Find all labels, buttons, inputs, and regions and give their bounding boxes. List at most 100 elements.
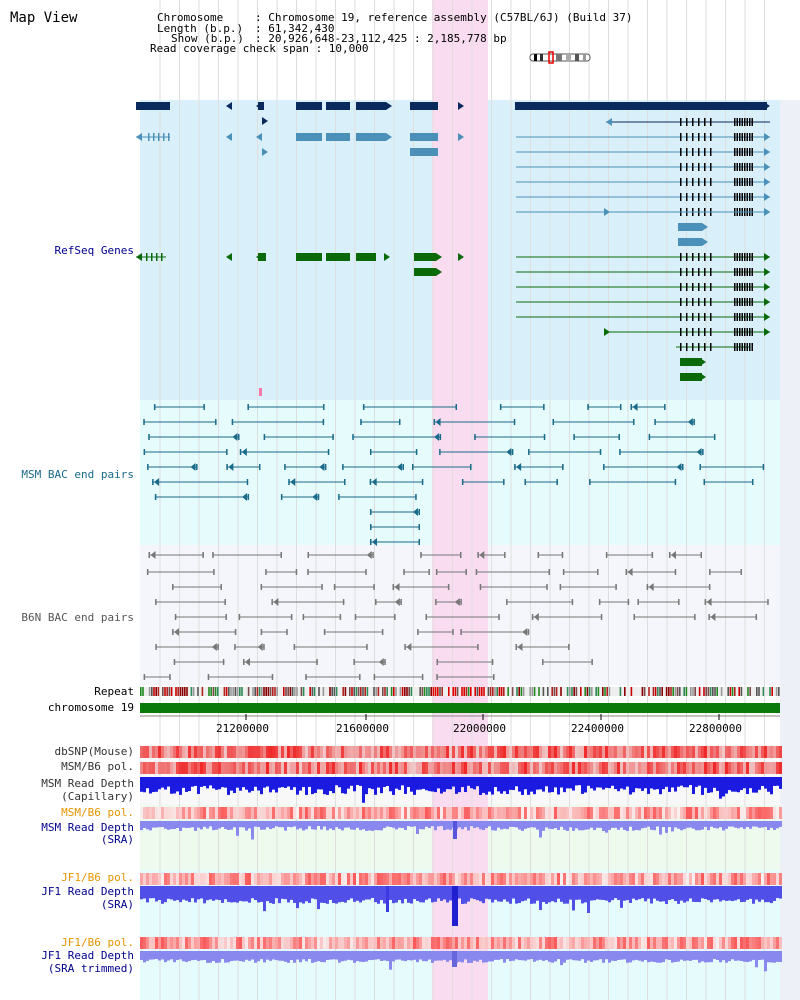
heat-cell	[299, 807, 302, 819]
track-label-msm-depth-sra[interactable]: MSM Read Depth	[41, 821, 134, 834]
heat-cell	[560, 807, 563, 819]
bac-end	[587, 404, 589, 410]
depth-bar	[200, 777, 203, 787]
depth-bar	[749, 886, 752, 899]
depth-bar	[227, 777, 230, 795]
heat-cell	[416, 807, 419, 819]
heat-cell	[455, 937, 458, 949]
depth-bar	[599, 821, 602, 828]
heat-cell	[257, 873, 260, 885]
depth-bar	[365, 821, 368, 831]
depth-bar	[422, 777, 425, 789]
heat-cell	[758, 937, 761, 949]
depth-bar	[626, 777, 629, 787]
track-label-chromosome[interactable]: chromosome 19	[47, 701, 134, 714]
depth-bar	[401, 886, 404, 904]
track-label-jf1-b6-pol[interactable]: JF1/B6 pol.	[61, 871, 134, 884]
gene-exon-tick	[686, 298, 688, 306]
heat-cell	[368, 937, 371, 949]
depth-bar	[455, 777, 458, 794]
depth-bar	[458, 821, 461, 828]
depth-bar	[662, 821, 665, 828]
track-label-b6n-bac[interactable]: B6N BAC end pairs	[21, 611, 134, 624]
depth-bar	[356, 886, 359, 901]
track-label-refseq[interactable]: RefSeq Genes	[54, 244, 134, 257]
heat-cell	[677, 807, 680, 819]
depth-bar	[746, 886, 749, 900]
depth-bar	[500, 886, 503, 902]
gene-exon-block	[414, 268, 436, 276]
heat-cell	[659, 937, 662, 949]
depth-bar	[170, 821, 173, 830]
depth-bar	[395, 821, 398, 830]
depth-bar	[332, 951, 335, 960]
heat-cell	[221, 746, 224, 758]
bac-end	[469, 464, 472, 470]
track-label-dbsnp[interactable]: dbSNP(Mouse)	[54, 745, 134, 758]
depth-bar	[200, 951, 203, 961]
track-label-jf1-depth-sra[interactable]: JF1 Read Depth	[41, 885, 134, 898]
heat-cell	[410, 873, 413, 885]
depth-bar	[743, 951, 746, 962]
track-label-jf1-b6-pol-2[interactable]: JF1/B6 pol.	[61, 936, 134, 949]
depth-bar	[311, 777, 314, 795]
heat-cell	[410, 746, 413, 758]
gene-exon-tick	[698, 283, 700, 291]
heat-cell	[710, 746, 713, 758]
heat-cell	[254, 807, 257, 819]
repeat-element	[659, 687, 661, 696]
heat-cell	[515, 807, 518, 819]
depth-bar	[350, 886, 353, 899]
heat-cell	[422, 762, 425, 774]
heat-cell	[689, 807, 692, 819]
depth-bar	[683, 821, 686, 830]
depth-bar	[569, 886, 572, 900]
depth-bar	[761, 777, 764, 786]
heat-cell	[317, 937, 320, 949]
heat-cell	[770, 807, 773, 819]
track-label-msm-b6-pol[interactable]: MSM/B6 pol.	[61, 760, 134, 773]
heat-cell	[620, 762, 623, 774]
heat-cell	[599, 873, 602, 885]
depth-bar	[746, 777, 749, 794]
repeat-element	[461, 687, 463, 696]
depth-bar	[509, 821, 512, 827]
gene-exon-tick	[751, 283, 753, 291]
bac-end	[619, 404, 622, 410]
heat-cell	[428, 762, 431, 774]
track-label-repeat[interactable]: Repeat	[94, 685, 134, 698]
heat-cell	[608, 937, 611, 949]
track-label-msm-depth-capillary[interactable]: MSM Read Depth	[41, 777, 134, 790]
depth-bar	[194, 821, 197, 831]
depth-bar	[740, 821, 743, 828]
bac-end	[307, 552, 310, 558]
gene-exon-tick	[749, 268, 751, 276]
depth-bar	[206, 951, 209, 963]
heat-cell	[413, 873, 416, 885]
depth-bar	[215, 821, 218, 830]
gene-exon-block	[680, 373, 702, 381]
track-label-msm-b6-pol-2[interactable]: MSM/B6 pol.	[61, 806, 134, 819]
heat-cell	[749, 762, 752, 774]
heat-cell	[158, 746, 161, 758]
depth-bar	[215, 951, 218, 963]
heat-cell	[209, 937, 212, 949]
bac-end	[155, 599, 157, 605]
heat-cell	[716, 873, 719, 885]
depth-bar	[248, 821, 251, 829]
repeat-element	[470, 687, 472, 696]
bac-end-arrow	[517, 643, 523, 651]
track-label-msm-bac[interactable]: MSM BAC end pairs	[21, 468, 134, 481]
gene-exon-tick	[751, 163, 753, 171]
repeat-element	[333, 687, 336, 696]
heat-cell	[365, 807, 368, 819]
heat-cell	[209, 762, 212, 774]
heat-cell	[227, 762, 230, 774]
depth-bar	[461, 951, 464, 963]
depth-bar	[413, 821, 416, 827]
heat-cell	[446, 937, 449, 949]
track-label-jf1-depth-trimmed[interactable]: JF1 Read Depth	[41, 949, 134, 962]
repeat-element	[342, 687, 344, 696]
depth-bar	[722, 886, 725, 901]
